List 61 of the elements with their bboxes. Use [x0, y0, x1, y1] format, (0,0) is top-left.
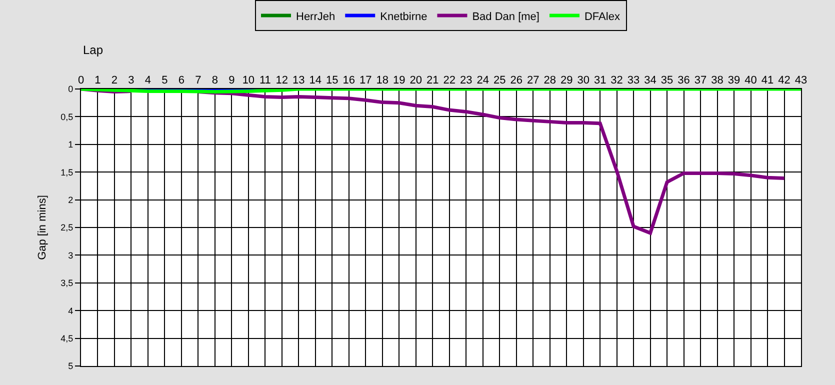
y-tick-label: 0,5 [60, 112, 74, 122]
x-tick-label: 10 [242, 74, 255, 87]
x-tick-label: 34 [644, 74, 656, 87]
y-tick-label: 3 [68, 250, 74, 260]
y-tick-label: 0 [68, 84, 74, 94]
x-tick-label: 35 [660, 74, 674, 87]
x-tick-label: 3 [128, 74, 134, 87]
x-tick-label: 33 [627, 74, 640, 87]
y-tick-label: 2,5 [60, 222, 74, 233]
legend-label: Bad Dan [me] [472, 10, 540, 23]
x-tick-label: 31 [594, 74, 606, 87]
x-tick-label: 12 [276, 74, 288, 87]
x-tick-label: 25 [493, 74, 506, 87]
x-tick-label: 22 [443, 74, 456, 87]
x-tick-label: 4 [144, 74, 152, 87]
x-tick-label: 14 [309, 74, 322, 87]
x-tick-label: 23 [460, 74, 472, 87]
x-tick-label: 39 [728, 74, 740, 87]
x-tick-label: 41 [761, 74, 774, 87]
y-tick-label: 5 [68, 361, 74, 372]
x-tick-label: 24 [476, 74, 489, 87]
x-tick-label: 6 [178, 74, 185, 87]
x-tick-label: 43 [794, 74, 808, 87]
x-tick-label: 27 [526, 74, 540, 87]
x-tick-label: 40 [744, 74, 757, 87]
legend-label: DFAlex [584, 10, 620, 23]
x-tick-label: 19 [393, 74, 406, 87]
x-tick-label: 11 [259, 74, 271, 87]
x-tick-label: 1 [94, 74, 101, 87]
x-tick-label: 20 [410, 74, 422, 87]
x-tick-label: 0 [78, 74, 84, 87]
y-axis-title: Gap [in mins] [36, 195, 48, 260]
x-tick-label: 28 [544, 74, 556, 87]
legend-label: Knetbirne [380, 10, 428, 23]
x-tick-label: 9 [228, 74, 235, 87]
x-tick-label: 13 [292, 74, 305, 87]
x-tick-label: 37 [694, 74, 707, 87]
x-tick-label: 16 [342, 74, 356, 87]
x-tick-label: 29 [560, 74, 573, 87]
x-tick-label: 5 [162, 74, 168, 87]
x-tick-label: 18 [376, 74, 389, 87]
legend-label: HerrJeh [296, 10, 336, 23]
x-tick-label: 32 [610, 74, 623, 87]
x-tick-label: 7 [195, 74, 202, 87]
x-tick-label: 42 [778, 74, 790, 87]
x-tick-label: 38 [711, 74, 724, 87]
y-tick-label: 3,5 [60, 278, 74, 288]
y-tick-label: 1,5 [60, 167, 74, 178]
x-tick-label: 15 [326, 74, 338, 87]
y-tick-label: 1 [68, 140, 74, 150]
y-tick-label: 4 [68, 306, 74, 316]
x-tick-label: 26 [510, 74, 522, 87]
x-tick-label: 30 [577, 74, 590, 87]
x-tick-label: 36 [678, 74, 690, 87]
x-axis-title: Lap [83, 43, 104, 57]
x-tick-label: 2 [111, 74, 118, 87]
x-tick-label: 8 [212, 74, 218, 87]
x-tick-label: 21 [426, 74, 439, 87]
x-tick-label: 17 [360, 74, 372, 87]
y-tick-label: 2 [68, 194, 74, 205]
y-tick-label: 4,5 [60, 333, 74, 344]
